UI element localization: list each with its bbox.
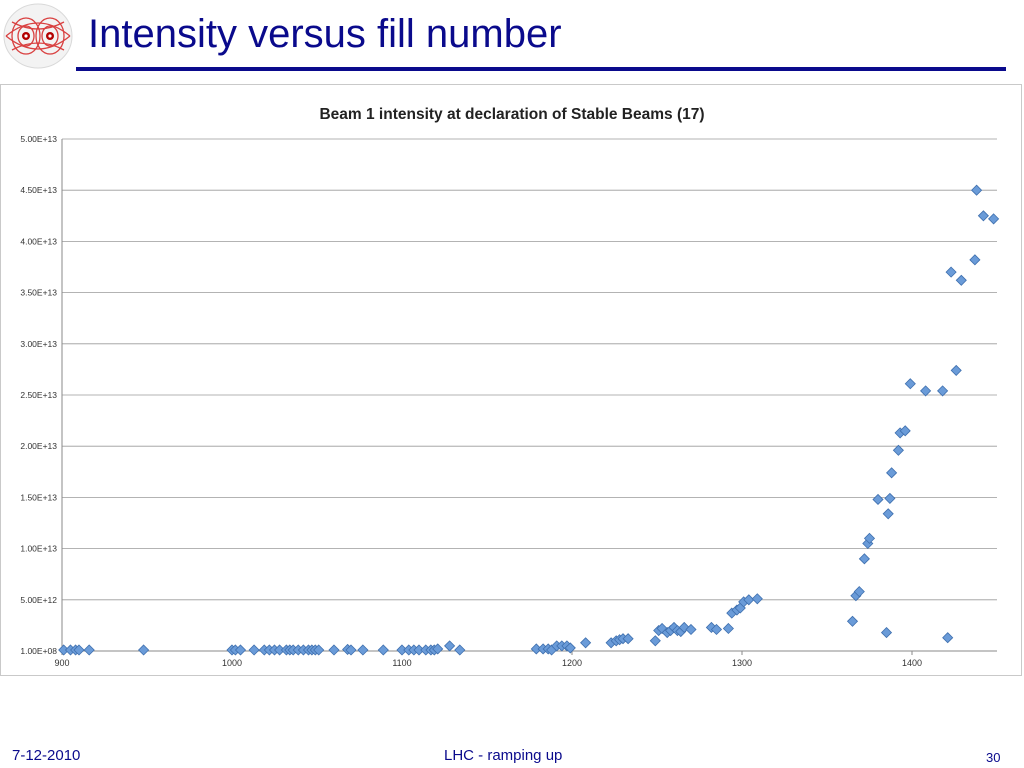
page-number: 30 xyxy=(986,750,1001,765)
data-point xyxy=(884,492,896,504)
data-point xyxy=(904,378,916,390)
data-point xyxy=(685,623,697,636)
y-tick-label: 3.00E+13 xyxy=(20,339,57,349)
data-point xyxy=(622,633,634,645)
data-points xyxy=(58,184,1000,656)
y-tick-label: 5.00E+13 xyxy=(20,134,57,144)
footer-date: 7-12-2010 xyxy=(12,747,81,764)
data-point xyxy=(377,644,389,656)
x-tick-label: 1200 xyxy=(562,658,582,668)
data-point xyxy=(858,553,870,565)
scatter-chart: Beam 1 intensity at declaration of Stabl… xyxy=(20,106,1000,668)
data-point xyxy=(564,642,576,654)
data-point xyxy=(580,637,592,649)
data-point xyxy=(977,210,989,222)
grid-layer xyxy=(62,138,997,652)
chart-title: Beam 1 intensity at declaration of Stabl… xyxy=(319,106,704,123)
x-tick-label: 1300 xyxy=(732,658,752,668)
data-point xyxy=(942,632,954,644)
data-point xyxy=(248,644,260,656)
data-point xyxy=(853,586,865,598)
page-title: Intensity versus fill number xyxy=(88,12,562,56)
data-point xyxy=(882,508,894,520)
tick-label-layer: 1.00E+08 5.00E+12 1.00E+13 1.50E+13 2.00E+13… xyxy=(20,134,922,668)
data-point xyxy=(444,640,456,652)
axis-layer xyxy=(61,139,997,655)
data-point xyxy=(920,385,932,397)
data-point xyxy=(863,532,876,544)
data-point xyxy=(83,644,95,656)
data-point xyxy=(710,623,723,636)
y-tick-label: 4.50E+13 xyxy=(20,185,57,195)
title-rule xyxy=(76,67,1006,71)
data-point xyxy=(313,644,325,656)
y-tick-label: 2.00E+13 xyxy=(20,441,57,451)
x-tick-label: 1400 xyxy=(902,658,922,668)
y-tick-label: 3.50E+13 xyxy=(20,288,57,298)
data-point xyxy=(886,467,898,479)
y-tick-label: 1.00E+08 xyxy=(20,646,57,656)
data-point xyxy=(345,644,357,656)
data-point xyxy=(454,644,466,656)
y-tick-label: 4.00E+13 xyxy=(20,236,57,246)
data-point xyxy=(945,266,957,278)
data-point xyxy=(357,644,369,656)
data-point xyxy=(432,643,444,655)
footer-title: LHC - ramping up xyxy=(444,747,563,764)
x-tick-label: 900 xyxy=(54,658,69,668)
data-point xyxy=(950,364,962,376)
chart-frame: Beam 1 intensity at declaration of Stabl… xyxy=(0,84,1022,676)
x-tick-label: 1000 xyxy=(222,658,242,668)
lhc-logo xyxy=(3,3,73,69)
data-point xyxy=(955,274,967,286)
data-point xyxy=(880,627,893,639)
data-point xyxy=(872,493,884,506)
data-point xyxy=(743,594,755,606)
data-point xyxy=(234,644,247,656)
y-tick-label: 5.00E+12 xyxy=(20,595,57,605)
data-point xyxy=(138,644,150,656)
data-point xyxy=(846,615,859,627)
data-point xyxy=(328,644,340,656)
y-tick-label: 1.00E+13 xyxy=(20,544,57,554)
y-tick-label: 2.50E+13 xyxy=(20,390,57,400)
data-point xyxy=(969,254,981,266)
data-point xyxy=(988,213,1000,225)
data-point xyxy=(892,444,904,456)
y-tick-label: 1.50E+13 xyxy=(20,492,57,502)
data-point xyxy=(971,184,983,196)
data-point xyxy=(649,635,661,647)
data-point xyxy=(722,622,734,635)
data-point xyxy=(73,644,85,656)
data-point xyxy=(937,385,949,397)
x-tick-label: 1100 xyxy=(392,658,411,668)
data-point xyxy=(751,593,763,605)
data-point xyxy=(899,425,911,437)
